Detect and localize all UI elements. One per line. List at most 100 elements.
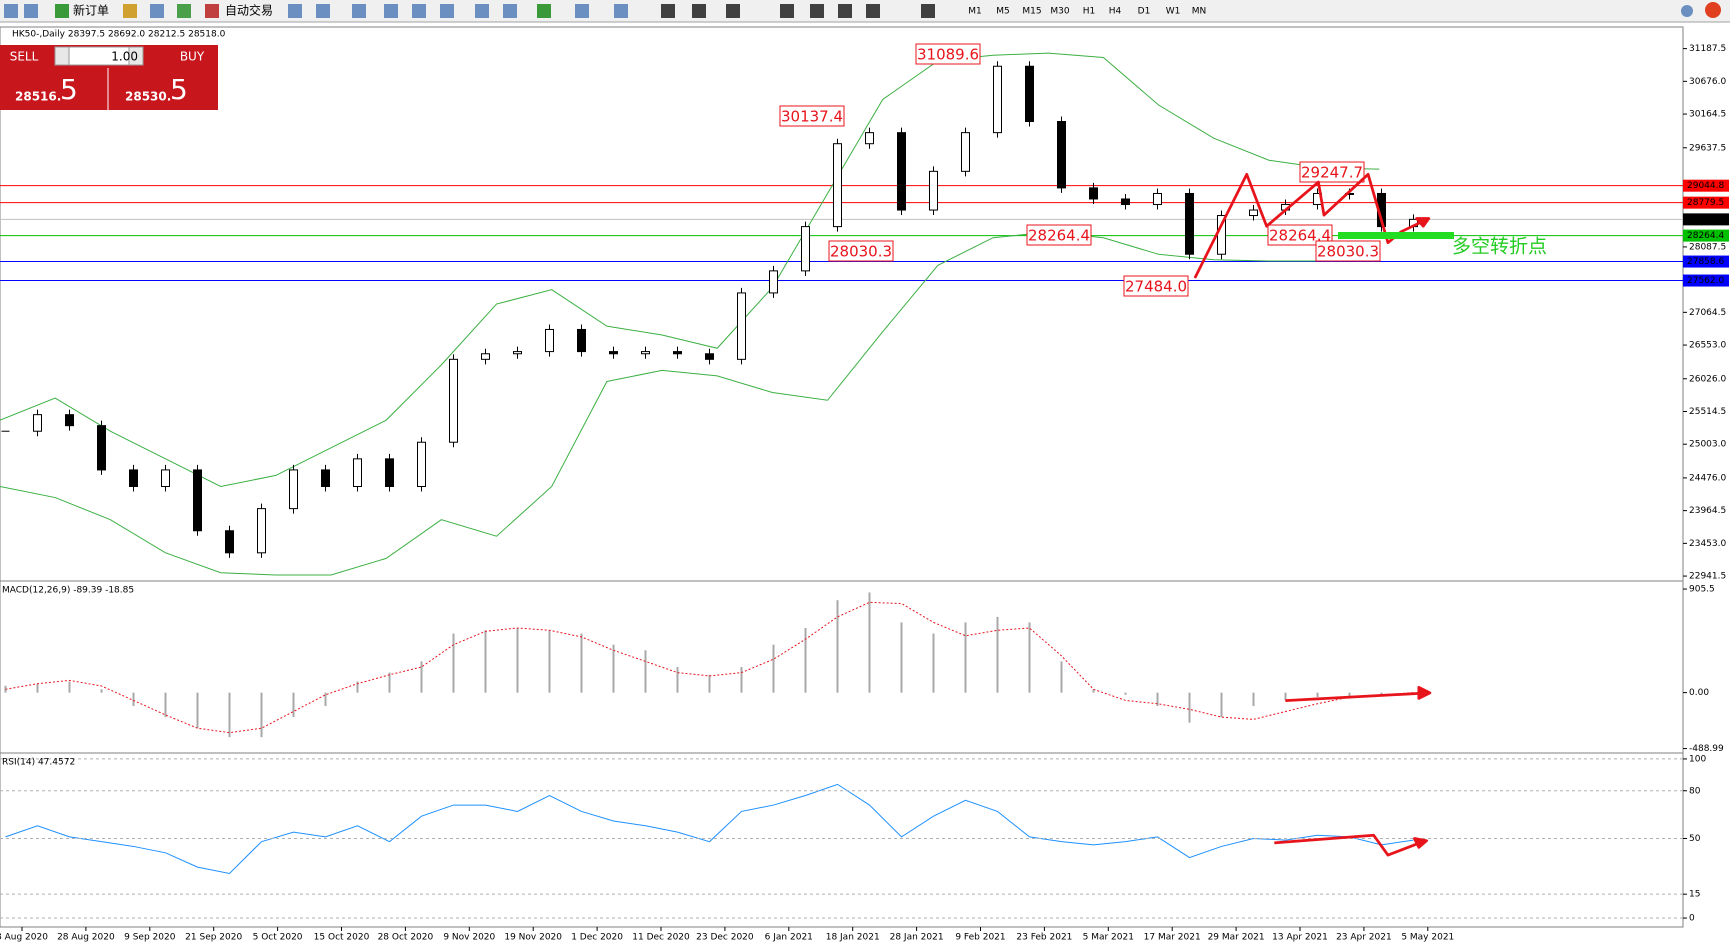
candle (1185, 192, 1194, 255)
candle (769, 270, 778, 294)
icon[interactable] (123, 4, 137, 18)
rsi-pane (5, 783, 1414, 875)
date-label: 8 Aug 2020 (0, 933, 48, 943)
icon[interactable] (537, 4, 551, 18)
icon[interactable] (177, 4, 191, 18)
icon[interactable] (866, 4, 880, 18)
level-tag (1683, 255, 1729, 268)
timeframe-button[interactable]: W1 (1166, 7, 1181, 17)
ask-pips[interactable]: 5 (170, 73, 188, 106)
candle (897, 132, 906, 211)
annotation-box (1123, 275, 1189, 297)
axis-label: 0 (1689, 914, 1695, 924)
candle (193, 469, 202, 532)
candle (417, 441, 426, 487)
icon[interactable] (24, 4, 38, 18)
timeframe-button[interactable]: M15 (1022, 7, 1041, 17)
sell-button[interactable]: SELL (10, 50, 39, 64)
icon[interactable] (352, 4, 366, 18)
timeframe-button[interactable]: M1 (968, 7, 982, 17)
axis-label: 30164.5 (1689, 110, 1726, 120)
new-order-button[interactable]: 新订单 (73, 3, 109, 18)
axis-label: 80 (1689, 786, 1701, 796)
date-label: 23 Dec 2020 (696, 933, 754, 943)
icon[interactable] (661, 4, 675, 18)
annotation: 27484.0 (1125, 278, 1187, 296)
timeframe-button[interactable]: M30 (1050, 7, 1069, 17)
timeframe-button[interactable]: D1 (1138, 7, 1151, 17)
arrow-head (1417, 685, 1432, 700)
timeframe-button[interactable]: M5 (996, 7, 1010, 17)
bid-price[interactable]: 28516. (15, 90, 61, 104)
icon[interactable] (614, 4, 628, 18)
icon[interactable] (503, 4, 517, 18)
icon[interactable] (780, 4, 794, 18)
volume-up[interactable] (128, 46, 144, 66)
timeframe-button[interactable]: H1 (1083, 7, 1096, 17)
level-label: 29044.8 (1687, 181, 1724, 191)
date-label: 6 Jan 2021 (765, 933, 813, 943)
turning-point-bar (1338, 232, 1454, 239)
candle (577, 328, 586, 353)
date-label: 18 Jan 2021 (826, 933, 880, 943)
date-label: 9 Feb 2021 (955, 933, 1005, 943)
date-label: 17 Mar 2021 (1144, 933, 1201, 943)
axis-label: 27064.5 (1689, 308, 1726, 318)
buy-button[interactable]: BUY (180, 50, 205, 64)
volume-value[interactable]: 1.00 (111, 50, 138, 64)
date-label: 23 Apr 2021 (1336, 933, 1392, 943)
candle (513, 351, 522, 355)
candle (97, 425, 106, 471)
notification-icon[interactable] (1705, 2, 1721, 18)
axis-label: 100 (1689, 754, 1706, 764)
search-icon[interactable] (1681, 5, 1693, 17)
candle (801, 226, 810, 272)
timeframe-button[interactable]: H4 (1109, 7, 1122, 17)
icon[interactable] (4, 4, 18, 18)
axis-label: 30676.0 (1689, 77, 1726, 87)
annotation-box (779, 105, 845, 127)
axis-label: 905.5 (1689, 585, 1715, 595)
auto-trading-button[interactable]: 自动交易 (225, 3, 273, 18)
icon[interactable] (150, 4, 164, 18)
level-tag (1683, 179, 1729, 192)
timeframe-bar: M1 M5 M15 M30 H1 H4 D1 W1 MN (968, 7, 1206, 17)
chart-header: HK50-,Daily 28397.5 28692.0 28212.5 2851… (12, 30, 226, 40)
icon[interactable] (205, 4, 219, 18)
ask-price[interactable]: 28530. (125, 90, 171, 104)
candle (385, 458, 394, 487)
icon[interactable] (412, 4, 426, 18)
level-tag (1683, 213, 1729, 226)
icon[interactable] (726, 4, 740, 18)
candle (225, 530, 234, 554)
icon[interactable] (288, 4, 302, 18)
icon[interactable] (55, 4, 69, 18)
candle (833, 143, 842, 228)
annotation: 31089.6 (917, 46, 979, 64)
icon[interactable] (692, 4, 706, 18)
date-label: 29 Mar 2021 (1208, 933, 1265, 943)
icon[interactable] (810, 4, 824, 18)
axis-label: 26553.0 (1689, 341, 1726, 351)
icon[interactable] (440, 4, 454, 18)
candle (1057, 121, 1066, 189)
icon[interactable] (838, 4, 852, 18)
axis-label: 50 (1689, 834, 1701, 844)
axis-label: 26026.0 (1689, 374, 1726, 384)
icon[interactable] (921, 4, 935, 18)
icon[interactable] (316, 4, 330, 18)
candle (257, 508, 266, 554)
bid-pips[interactable]: 5 (60, 73, 78, 106)
axis-label: 31187.5 (1689, 44, 1726, 54)
icon[interactable] (475, 4, 489, 18)
annotation-box (828, 240, 894, 262)
candle (1089, 187, 1098, 200)
timeframe-button[interactable]: MN (1192, 7, 1207, 17)
icon[interactable] (575, 4, 589, 18)
volume-down[interactable] (54, 46, 70, 66)
date-label: 9 Nov 2020 (443, 933, 495, 943)
axis-label: -488.99 (1689, 744, 1724, 754)
icon[interactable] (384, 4, 398, 18)
